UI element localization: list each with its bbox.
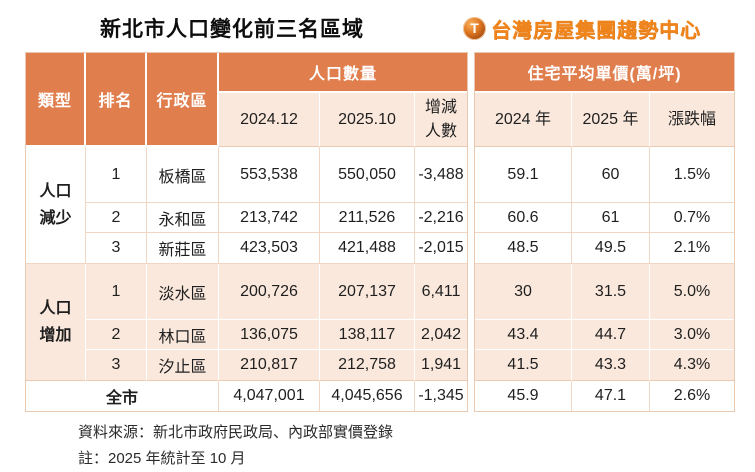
cell-pop-2025-total: 4,045,656 xyxy=(320,381,415,411)
total-label: 全市 xyxy=(26,381,219,411)
cell-price-2025: 49.5 xyxy=(572,233,650,264)
group-label-decrease: 人口減少 xyxy=(26,147,86,264)
logo-text: 台灣房屋集團趨勢中心 xyxy=(491,19,701,42)
cell-district: 林口區 xyxy=(147,320,219,350)
cell-rank: 1 xyxy=(86,264,147,320)
cell-pop-2025: 138,117 xyxy=(320,320,415,350)
cell-pop-2024: 213,742 xyxy=(219,203,320,233)
cell-district: 淡水區 xyxy=(147,264,219,320)
cell-pop-2025: 211,526 xyxy=(320,203,415,233)
cell-pop-change: -2,216 xyxy=(415,203,467,233)
table-row: 3 汐止區 210,817 212,758 1,941 xyxy=(26,350,467,381)
cell-price-2025: 43.3 xyxy=(572,350,650,381)
cell-pop-2025: 550,050 xyxy=(320,147,415,203)
cell-pop-2024: 553,538 xyxy=(219,147,320,203)
statistics-note: 註：2025 年統計至 10 月 xyxy=(78,450,246,467)
cell-price-2024-total: 45.9 xyxy=(475,381,572,411)
cell-rank: 1 xyxy=(86,147,147,203)
data-table-area: 類型 排名 行政區 人口數量 2024.12 2025.10 增減人數 人口減少… xyxy=(25,52,755,412)
col-header-price-2025: 2025 年 xyxy=(572,93,650,147)
col-header-pop-2024-12: 2024.12 xyxy=(219,93,320,147)
cell-pop-2024: 423,503 xyxy=(219,233,320,264)
data-source-note: 資料來源：新北市政府民政局、內政部實價登錄 xyxy=(78,424,394,441)
cell-district: 永和區 xyxy=(147,203,219,233)
table-row: 2 林口區 136,075 138,117 2,042 xyxy=(26,320,467,350)
cell-price-2024: 59.1 xyxy=(475,147,572,203)
cell-price-pct: 2.1% xyxy=(650,233,734,264)
cell-price-2024: 48.5 xyxy=(475,233,572,264)
col-header-price-change: 漲跌幅 xyxy=(650,93,734,147)
cell-pop-2024-total: 4,047,001 xyxy=(219,381,320,411)
group-header-population: 人口數量 xyxy=(219,53,467,93)
col-header-rank: 排名 xyxy=(86,53,147,147)
footer: 資料來源：新北市政府民政局、內政部實價登錄 註：2025 年統計至 10 月 xyxy=(78,420,755,472)
cell-pop-change: 1,941 xyxy=(415,350,467,381)
cell-rank: 3 xyxy=(86,233,147,264)
cell-price-2025: 31.5 xyxy=(572,264,650,320)
top-bar: 新北市人口變化前三名區域 T 台灣房屋集團趨勢中心 xyxy=(0,0,755,50)
cell-district: 新莊區 xyxy=(147,233,219,264)
cell-pop-2024: 200,726 xyxy=(219,264,320,320)
cell-price-2024: 43.4 xyxy=(475,320,572,350)
table-row: 59.1 60 1.5% xyxy=(475,147,734,203)
cell-district: 汐止區 xyxy=(147,350,219,381)
table-row: 人口增加 1 淡水區 200,726 207,137 6,411 xyxy=(26,264,467,381)
table-row: 3 新莊區 423,503 421,488 -2,015 xyxy=(26,233,467,264)
cell-pop-2025: 207,137 xyxy=(320,264,415,320)
cell-price-2025: 61 xyxy=(572,203,650,233)
table-row: 48.5 49.5 2.1% xyxy=(475,233,734,264)
cell-price-pct: 3.0% xyxy=(650,320,734,350)
cell-district: 板橋區 xyxy=(147,147,219,203)
cell-price-2024: 41.5 xyxy=(475,350,572,381)
table-row-total: 45.9 47.1 2.6% xyxy=(475,381,734,411)
cell-price-2025-total: 47.1 xyxy=(572,381,650,411)
table-row: 2 永和區 213,742 211,526 -2,216 xyxy=(26,203,467,233)
cell-price-2024: 60.6 xyxy=(475,203,572,233)
cell-pop-2025: 421,488 xyxy=(320,233,415,264)
cell-pop-change: -2,015 xyxy=(415,233,467,264)
cell-price-2025: 44.7 xyxy=(572,320,650,350)
col-header-type: 類型 xyxy=(26,53,86,147)
table-row: 人口減少 1 板橋區 553,538 550,050 -3,488 xyxy=(26,147,467,264)
cell-pop-change: -3,488 xyxy=(415,147,467,203)
cell-price-pct: 1.5% xyxy=(650,147,734,203)
population-table: 類型 排名 行政區 人口數量 2024.12 2025.10 增減人數 人口減少… xyxy=(25,52,468,412)
price-table: 住宅平均單價(萬/坪) 2024 年 2025 年 漲跌幅 59.1 60 1.… xyxy=(474,52,735,412)
col-header-pop-2025-10: 2025.10 xyxy=(320,93,415,147)
cell-price-pct: 5.0% xyxy=(650,264,734,320)
table-row-total: 全市 4,047,001 4,045,656 -1,345 xyxy=(26,381,467,411)
cell-pop-2024: 210,817 xyxy=(219,350,320,381)
cell-price-2024: 30 xyxy=(475,264,572,320)
table-row: 41.5 43.3 4.3% xyxy=(475,350,734,381)
cell-pop-2024: 136,075 xyxy=(219,320,320,350)
cell-pop-change-total: -1,345 xyxy=(415,381,467,411)
group-label-increase: 人口增加 xyxy=(26,264,86,381)
cell-rank: 2 xyxy=(86,203,147,233)
cell-pop-change: 2,042 xyxy=(415,320,467,350)
cell-rank: 3 xyxy=(86,350,147,381)
table-row: 43.4 44.7 3.0% xyxy=(475,320,734,350)
taiwan-housing-globe-icon: T xyxy=(463,16,486,40)
company-logo: T 台灣房屋集團趨勢中心 xyxy=(463,14,701,43)
group-header-price: 住宅平均單價(萬/坪) xyxy=(475,53,734,93)
cell-price-2025: 60 xyxy=(572,147,650,203)
cell-price-pct: 0.7% xyxy=(650,203,734,233)
cell-price-pct: 4.3% xyxy=(650,350,734,381)
table-row: 30 31.5 5.0% xyxy=(475,264,734,320)
col-header-district: 行政區 xyxy=(147,53,219,147)
page-title: 新北市人口變化前三名區域 xyxy=(100,18,364,41)
cell-price-pct-total: 2.6% xyxy=(650,381,734,411)
cell-rank: 2 xyxy=(86,320,147,350)
cell-pop-change: 6,411 xyxy=(415,264,467,320)
col-header-price-2024: 2024 年 xyxy=(475,93,572,147)
col-header-pop-change: 增減人數 xyxy=(415,93,467,147)
table-row: 60.6 61 0.7% xyxy=(475,203,734,233)
cell-pop-2025: 212,758 xyxy=(320,350,415,381)
